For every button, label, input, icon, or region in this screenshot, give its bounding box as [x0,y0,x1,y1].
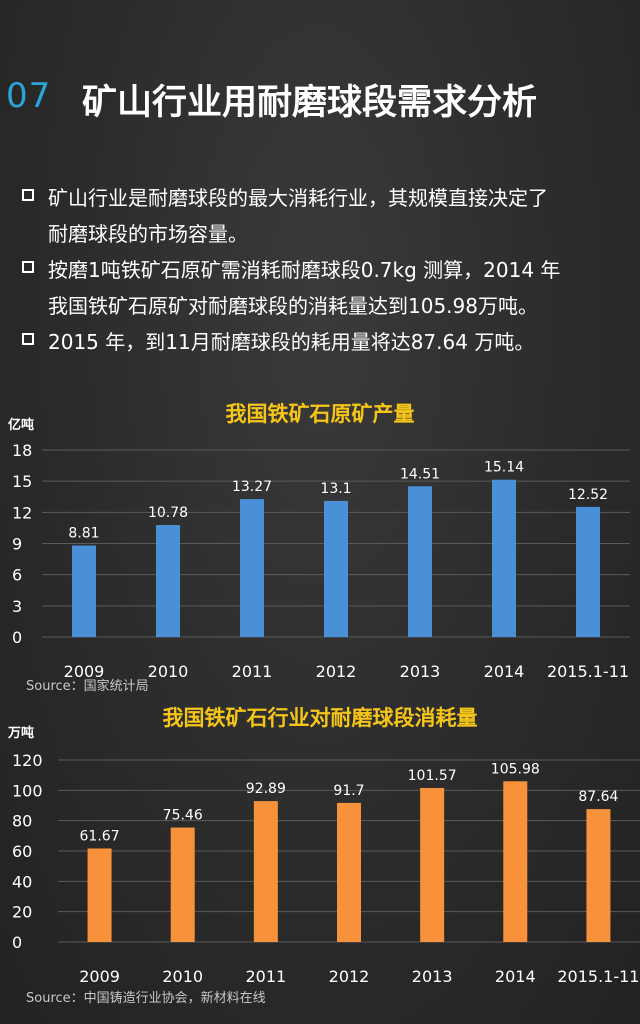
bar [87,848,112,942]
x-tick-label: 2014 [495,967,536,986]
bullet-line: 耐磨球段的市场容量。 [48,222,248,246]
y-tick-label: 80 [12,812,32,831]
data-label: 87.64 [578,789,618,805]
y-tick-label: 120 [12,751,43,770]
bullet-line: 我国铁矿石原矿对耐磨球段的消耗量达到105.98万吨。 [48,294,538,318]
bullet-line: 2015 年，到11月耐磨球段的耗用量将达87.64 万吨。 [48,330,535,354]
bar [576,506,600,637]
data-label: 61.67 [80,828,120,844]
data-label: 105.98 [491,761,540,777]
data-label: 14.51 [400,466,440,482]
bar [492,479,516,637]
grinding-ball-consumption-chart: 我国铁矿石行业对耐磨球段消耗量 万吨 0 20 40 60 80 100 120 61.67 2… [0,690,640,1024]
data-label: 13.1 [320,481,351,497]
data-label: 12.52 [568,487,608,503]
chart-title: 我国铁矿石原矿产量 [225,402,415,426]
bar [337,802,361,942]
y-axis-unit: 万吨 [8,726,35,741]
bar [240,499,264,637]
x-tick-label: 2014 [484,662,525,681]
section-number: 07 [6,76,52,116]
chart-title: 我国铁矿石行业对耐磨球段消耗量 [162,706,478,730]
y-tick-label: 18 [12,441,32,460]
x-tick-label: 2012 [329,967,370,986]
bar [72,545,96,637]
bullet-square-icon [22,189,34,201]
x-tick-label: 2015.1-11 [547,662,629,681]
bullet-square-icon [22,333,34,345]
x-tick-label: 2012 [316,662,357,681]
data-label: 92.89 [246,781,286,797]
x-tick-label: 2011 [245,967,286,986]
y-tick-label: 100 [12,781,43,800]
x-tick-label: 2010 [148,662,189,681]
bullet-item: 矿山行业是耐磨球段的最大消耗行业，其规模直接决定了 耐磨球段的市场容量。 [18,180,638,252]
x-tick-label: 2009 [79,967,120,986]
data-label: 75.46 [163,808,203,824]
y-tick-label: 3 [12,597,22,616]
y-tick-label: 15 [12,472,32,491]
bar [156,525,180,637]
chart-plot: 0 20 40 60 80 100 120 61.67 2009 75.46 2010 92.89 20… [12,751,640,986]
page-title: 矿山行业用耐磨球段需求分析 [82,83,538,123]
bar [253,801,278,942]
chart-plot: 0 3 6 9 12 15 18 8.81 2009 10.78 2010 13.27 2011 13.1… [12,441,630,681]
data-label: 91.7 [333,783,364,799]
y-tick-label: 9 [12,535,22,554]
x-tick-label: 2013 [400,662,441,681]
x-tick-label: 2013 [412,967,453,986]
y-tick-label: 0 [12,933,22,952]
y-tick-label: 12 [12,503,32,522]
bullet-item: 2015 年，到11月耐磨球段的耗用量将达87.64 万吨。 [18,324,638,360]
data-label: 15.14 [484,460,524,476]
bar [586,809,611,942]
data-label: 10.78 [148,505,188,521]
chart-source: Source：中国铸造行业协会，新材料在线 [26,991,266,1006]
bullet-line: 矿山行业是耐磨球段的最大消耗行业，其规模直接决定了 [48,186,548,210]
bar [420,787,445,942]
bar [170,827,195,942]
x-tick-label: 2015.1-11 [557,967,639,986]
y-tick-label: 60 [12,842,32,861]
bullet-item: 按磨1吨铁矿石原矿需消耗耐磨球段0.7kg 测算，2014 年 我国铁矿石原矿对… [18,252,638,324]
bullet-list: 矿山行业是耐磨球段的最大消耗行业，其规模直接决定了 耐磨球段的市场容量。 按磨1… [18,180,638,360]
chart-source: Source：国家统计局 [26,679,149,694]
x-tick-label: 2011 [232,662,273,681]
y-tick-label: 0 [12,628,22,647]
ore-production-chart: 我国铁矿石原矿产量 亿吨 0 3 6 9 12 15 18 8.81 2009 10.78 2010… [0,388,640,694]
bar [408,486,432,637]
y-axis-unit: 亿吨 [8,418,35,433]
data-label: 13.27 [232,479,272,495]
data-label: 101.57 [408,768,457,784]
bullet-line: 按磨1吨铁矿石原矿需消耗耐磨球段0.7kg 测算，2014 年 [48,258,561,282]
x-tick-label: 2010 [162,967,203,986]
bar [324,500,348,637]
section-header: 07 矿山行业用耐磨球段需求分析 [0,68,640,128]
data-label: 8.81 [68,525,99,541]
y-tick-label: 20 [12,903,32,922]
x-tick-label: 2009 [64,662,105,681]
bar [503,781,528,942]
bullet-square-icon [22,261,34,273]
y-tick-label: 6 [12,566,22,585]
y-tick-label: 40 [12,872,32,891]
